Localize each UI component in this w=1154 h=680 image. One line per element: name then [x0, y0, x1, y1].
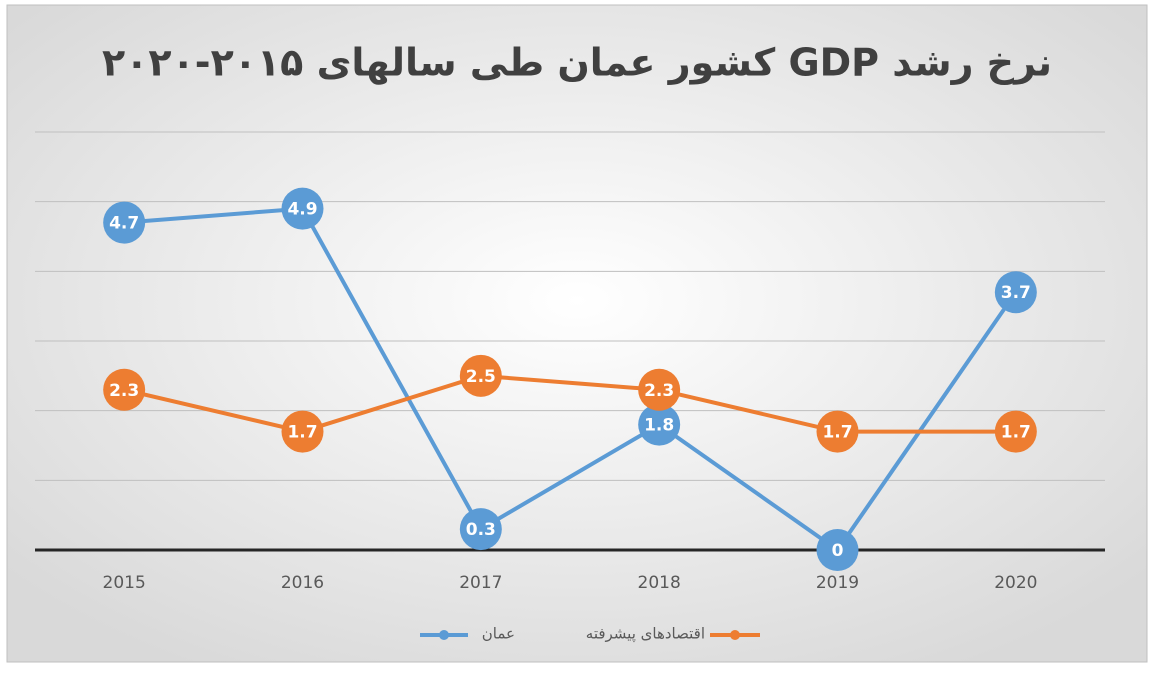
- data-point: [638, 368, 681, 411]
- data-label: 1.7: [822, 423, 852, 443]
- data-label: 2.3: [644, 381, 674, 401]
- data-label: 4.7: [109, 214, 139, 234]
- data-point: [459, 508, 502, 551]
- data-point: [281, 187, 324, 230]
- data-label: 1.8: [644, 416, 674, 436]
- x-tick-label: 2017: [459, 573, 502, 593]
- data-point: [103, 368, 146, 411]
- x-tick-label: 2018: [638, 573, 681, 593]
- series-line: [123, 373, 1016, 434]
- data-point: [816, 529, 859, 571]
- legend-marker: [439, 630, 449, 640]
- x-tick-label: 2016: [281, 573, 324, 593]
- data-label: 0.3: [466, 520, 496, 540]
- data-point: [994, 271, 1037, 314]
- x-tick-label: 2015: [103, 573, 146, 593]
- data-point: [459, 354, 502, 397]
- legend-label: اقتصادهای پیشرفته: [586, 625, 705, 644]
- series-line: [124, 206, 1018, 552]
- data-label: 1.7: [287, 423, 317, 443]
- legend-label: عمان: [482, 625, 515, 643]
- data-point: [994, 410, 1037, 453]
- data-label: 0: [832, 541, 844, 561]
- data-point: [103, 201, 146, 244]
- x-tick-label: 2020: [994, 573, 1037, 593]
- data-label: 3.7: [1001, 283, 1031, 303]
- data-label: 2.5: [466, 367, 496, 387]
- legend-marker: [730, 630, 740, 640]
- x-tick-label: 2019: [816, 573, 859, 593]
- data-label: 1.7: [1001, 423, 1031, 443]
- chart-frame: [6, 4, 1148, 663]
- data-point: [816, 410, 859, 453]
- data-point: [281, 410, 324, 453]
- data-label: 2.3: [109, 381, 139, 401]
- data-label: 4.9: [287, 200, 317, 220]
- chart-title: نرخ رشد GDP کشور عمان طی سالهای ۲۰۱۵-۲۰۲…: [102, 41, 1052, 85]
- data-point: [638, 403, 681, 446]
